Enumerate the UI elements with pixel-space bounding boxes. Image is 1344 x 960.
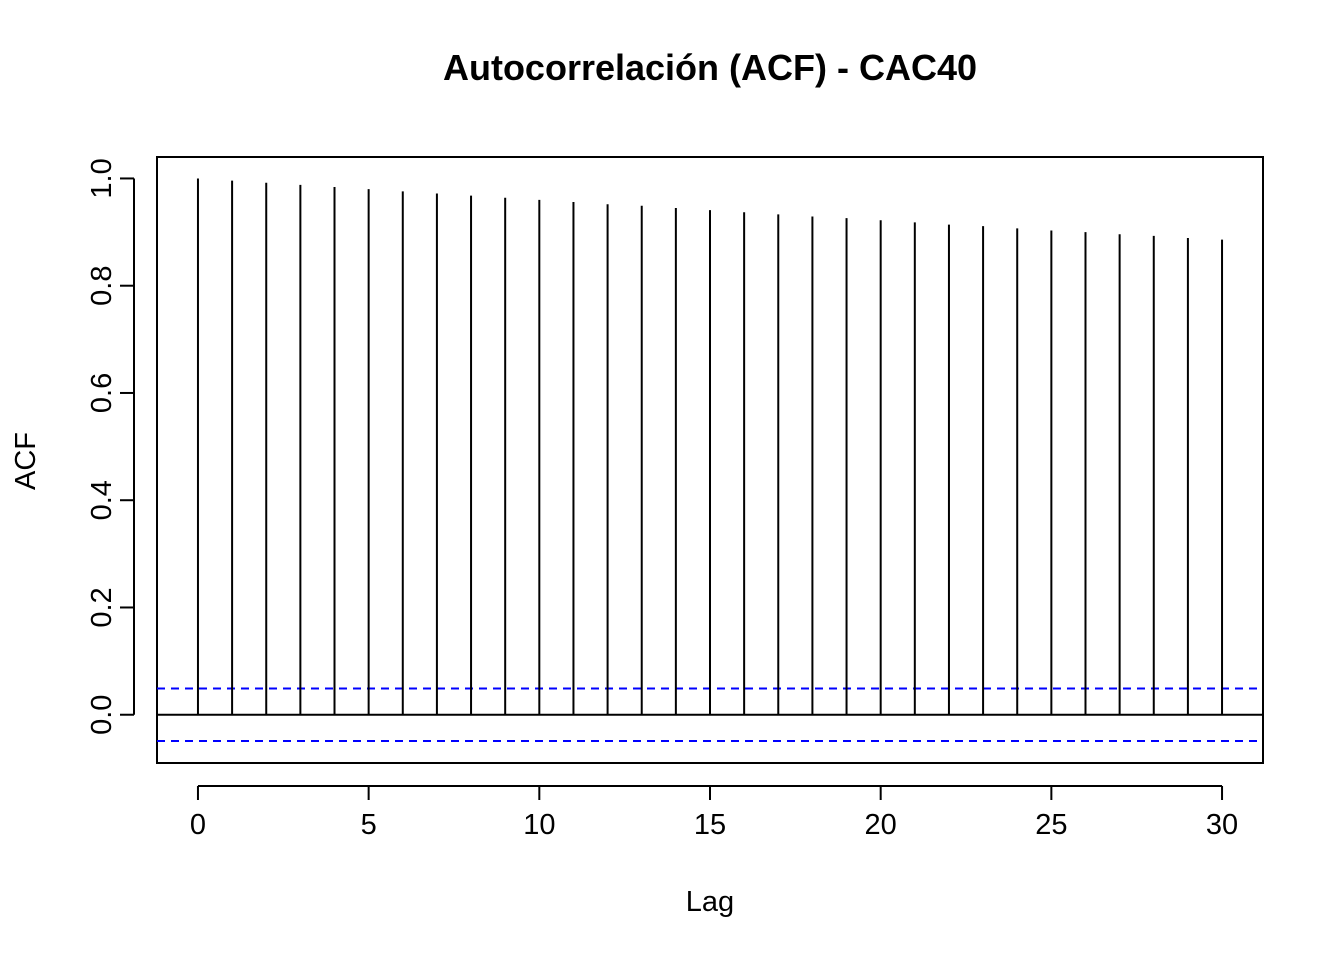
y-axis: 0.0 0.2 0.4 0.6 0.8 1.0 [86, 158, 135, 735]
y-axis-label: ACF [10, 432, 42, 490]
x-tick-label: 20 [865, 809, 897, 841]
x-tick-label: 25 [1035, 809, 1067, 841]
x-tick-label: 30 [1206, 809, 1238, 841]
y-tick-label: 0.8 [86, 266, 118, 306]
x-tick-label: 0 [190, 809, 206, 841]
y-tick-label: 0.0 [86, 695, 118, 735]
y-tick-label: 0.2 [86, 587, 118, 627]
x-tick-label: 5 [361, 809, 377, 841]
plot-frame [156, 156, 1264, 764]
y-tick-label: 0.4 [86, 480, 118, 520]
y-tick-label: 0.6 [86, 373, 118, 413]
y-tick-label: 1.0 [86, 158, 118, 198]
x-axis: 0 5 10 15 20 25 30 [190, 785, 1238, 841]
chart-title: Autocorrelación (ACF) - CAC40 [443, 47, 977, 88]
x-tick-label: 10 [523, 809, 555, 841]
x-tick-label: 15 [694, 809, 726, 841]
acf-series [157, 178, 1263, 743]
x-axis-label: Lag [686, 886, 734, 918]
